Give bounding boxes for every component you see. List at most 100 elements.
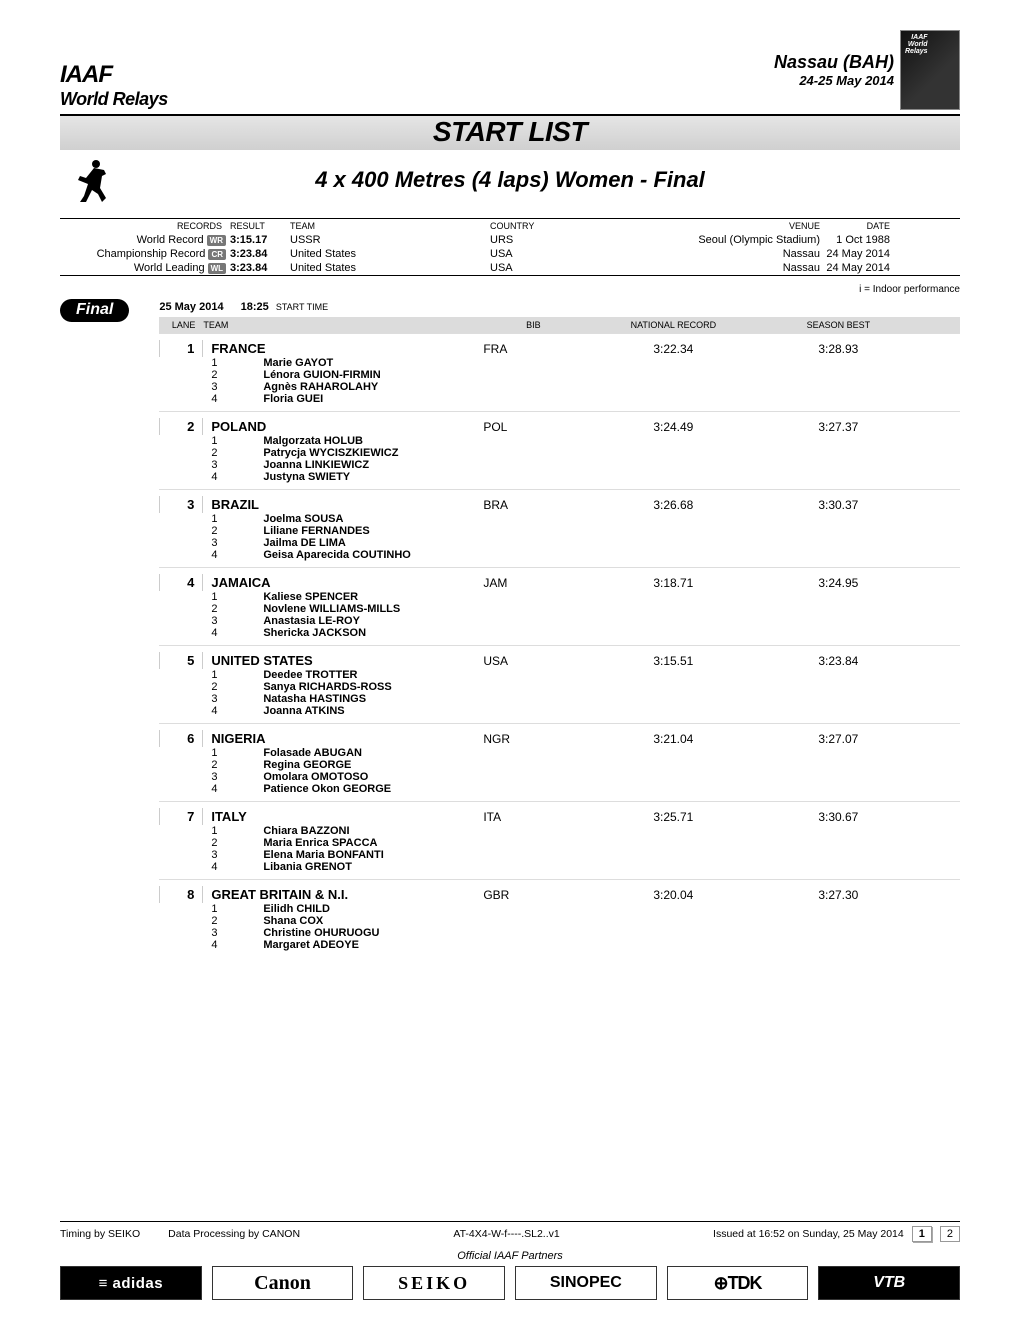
team-national-record: 3:25.71 [583, 810, 763, 824]
athlete-name: Maria Enrica SPACCA [263, 837, 763, 849]
team-block: 8GREAT BRITAIN & N.I.GBR3:20.043:27.301E… [159, 879, 960, 957]
final-date: 25 May 2014 [159, 301, 223, 313]
lane-header-sb: SEASON BEST [763, 320, 913, 330]
record-team: United States [290, 262, 490, 274]
athlete-name: Malgorzata HOLUB [263, 435, 763, 447]
athlete-name: Patrycja WYCISZKIEWICZ [263, 447, 763, 459]
team-code: GBR [483, 888, 583, 902]
record-result: 3:15.17 [230, 234, 290, 246]
partner-adidas: ≡ adidas [60, 1266, 202, 1300]
partner-vtb: VTB [818, 1266, 960, 1300]
partner-tdk: ⊕TDK [667, 1266, 809, 1300]
page-header: IAAF World Relays Nassau (BAH) 24-25 May… [60, 30, 960, 110]
team-code: NGR [483, 732, 583, 746]
lane-header-lane: LANE [159, 320, 203, 330]
lane-header-team: TEAM [203, 320, 483, 330]
team-name: BRAZIL [203, 497, 483, 512]
partners-label: Official IAAF Partners [60, 1250, 960, 1262]
athlete-name: Liliane FERNANDES [263, 525, 763, 537]
team-row: 7ITALYITA3:25.713:30.67 [159, 808, 960, 825]
athlete-leg: 1 [203, 669, 263, 681]
athlete-name: Elena Maria BONFANTI [263, 849, 763, 861]
team-block: 7ITALYITA3:25.713:30.671Chiara BAZZONI2M… [159, 801, 960, 879]
team-code: BRA [483, 498, 583, 512]
event-location: Nassau (BAH) [774, 52, 894, 73]
athlete-leg: 2 [203, 369, 263, 381]
team-national-record: 3:26.68 [583, 498, 763, 512]
athlete-name: Justyna SWIETY [263, 471, 763, 483]
record-country: URS [490, 234, 660, 246]
record-venue: Nassau [660, 248, 820, 260]
athlete-row: 4Libania GRENOT [159, 861, 960, 873]
records-row: World RecordWR3:15.17USSRURSSeoul (Olymp… [60, 233, 960, 247]
athlete-name: Sanya RICHARDS-ROSS [263, 681, 763, 693]
partner-canon: Canon [212, 1266, 354, 1300]
event-subtitle: 4 x 400 Metres (4 laps) Women - Final [110, 167, 910, 193]
team-name: FRANCE [203, 341, 483, 356]
record-tag: WL [208, 263, 226, 274]
records-header-records: RECORDS [60, 221, 230, 231]
team-national-record: 3:24.49 [583, 420, 763, 434]
team-block: 5UNITED STATESUSA3:15.513:23.841Deedee T… [159, 645, 960, 723]
records-row: Championship RecordCR3:23.84United State… [60, 247, 960, 261]
team-season-best: 3:27.30 [763, 888, 913, 902]
athlete-name: Agnès RAHAROLAHY [263, 381, 763, 393]
team-row: 3BRAZILBRA3:26.683:30.37 [159, 496, 960, 513]
team-row: 8GREAT BRITAIN & N.I.GBR3:20.043:27.30 [159, 886, 960, 903]
start-time-label: START TIME [276, 302, 328, 312]
partner-logos: ≡ adidas Canon SEIKO SINOPEC ⊕TDK VTB [60, 1266, 960, 1300]
record-result: 3:23.84 [230, 262, 290, 274]
athlete-leg: 1 [203, 903, 263, 915]
athlete-row: 2Patrycja WYCISZKIEWICZ [159, 447, 960, 459]
athlete-row: 2Regina GEORGE [159, 759, 960, 771]
team-name: NIGERIA [203, 731, 483, 746]
team-name: GREAT BRITAIN & N.I. [203, 887, 483, 902]
page-current: 1 [912, 1226, 932, 1242]
athlete-leg: 2 [203, 915, 263, 927]
page-total: 2 [940, 1226, 960, 1242]
record-tag: WR [207, 235, 226, 246]
athlete-leg: 1 [203, 591, 263, 603]
athlete-row: 4Patience Okon GEORGE [159, 783, 960, 795]
athlete-name: Marie GAYOT [263, 357, 763, 369]
athlete-name: Patience Okon GEORGE [263, 783, 763, 795]
athlete-leg: 1 [203, 747, 263, 759]
athlete-leg: 2 [203, 837, 263, 849]
athlete-name: Christine OHURUOGU [263, 927, 763, 939]
team-national-record: 3:18.71 [583, 576, 763, 590]
team-season-best: 3:23.84 [763, 654, 913, 668]
footer-timing: Timing by SEIKO [60, 1228, 140, 1240]
athlete-leg: 4 [203, 861, 263, 873]
lane-header-nr: NATIONAL RECORD [583, 320, 763, 330]
athlete-row: 4Justyna SWIETY [159, 471, 960, 483]
lane-header-bib: BIB [483, 320, 583, 330]
athlete-row: 4Geisa Aparecida COUTINHO [159, 549, 960, 561]
record-date: 1 Oct 1988 [820, 234, 890, 246]
runner-icon [70, 156, 110, 204]
team-national-record: 3:15.51 [583, 654, 763, 668]
athlete-row: 2Maria Enrica SPACCA [159, 837, 960, 849]
athlete-row: 4Floria GUEI [159, 393, 960, 405]
athlete-leg: 3 [203, 927, 263, 939]
team-block: 3BRAZILBRA3:26.683:30.371Joelma SOUSA2Li… [159, 489, 960, 567]
team-national-record: 3:22.34 [583, 342, 763, 356]
record-result: 3:23.84 [230, 248, 290, 260]
athlete-row: 4Margaret ADEOYE [159, 939, 960, 951]
team-code: USA [483, 654, 583, 668]
team-season-best: 3:27.07 [763, 732, 913, 746]
lane-number: 4 [159, 574, 203, 591]
athlete-name: Margaret ADEOYE [263, 939, 763, 951]
athlete-leg: 2 [203, 681, 263, 693]
athlete-name: Floria GUEI [263, 393, 763, 405]
athlete-row: 1Eilidh CHILD [159, 903, 960, 915]
partner-seiko: SEIKO [363, 1266, 505, 1300]
athlete-leg: 4 [203, 705, 263, 717]
athlete-leg: 3 [203, 771, 263, 783]
records-header-venue: VENUE [660, 221, 820, 231]
record-venue: Nassau [660, 262, 820, 274]
athlete-name: Regina GEORGE [263, 759, 763, 771]
records-header-country: COUNTRY [490, 221, 660, 231]
footer-code: AT-4X4-W-f----.SL2..v1 [453, 1228, 559, 1240]
record-country: USA [490, 248, 660, 260]
athlete-row: 3Christine OHURUOGU [159, 927, 960, 939]
